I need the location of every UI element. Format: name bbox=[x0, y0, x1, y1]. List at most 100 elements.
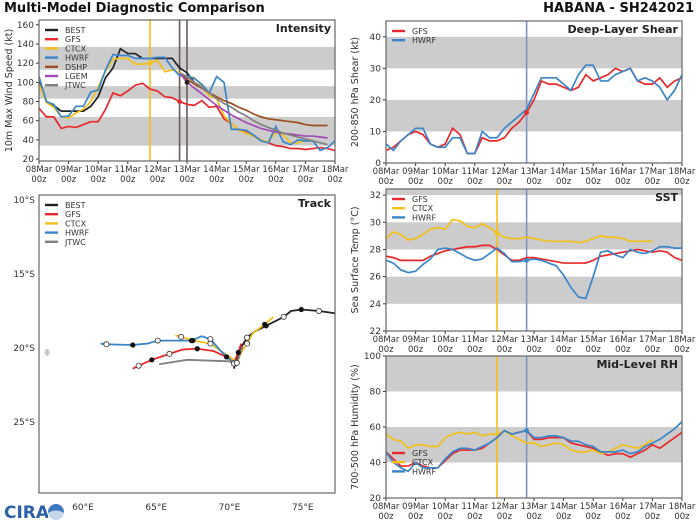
x-tick-hour: 00z bbox=[327, 175, 343, 185]
storm-id: HABANA - SH242021 bbox=[543, 1, 694, 16]
x-tick-label: 14Mar bbox=[203, 165, 230, 175]
series-line-ctcx bbox=[386, 218, 653, 244]
x-tick-hour: 00z bbox=[556, 345, 572, 355]
series-line-hwrf bbox=[386, 421, 682, 473]
y-tick-label: 15°S bbox=[13, 270, 35, 280]
x-tick-hour: 00z bbox=[438, 345, 454, 355]
x-tick-hour: 00z bbox=[408, 177, 424, 187]
track-point-filled bbox=[130, 342, 136, 348]
track-point-filled bbox=[262, 321, 268, 327]
y-tick-label: 0 bbox=[375, 159, 381, 169]
y-tick-label: 120 bbox=[17, 59, 34, 69]
x-tick-label: 18Mar bbox=[669, 335, 696, 345]
x-tick-hour: 00z bbox=[467, 512, 483, 522]
legend-label-gfs: GFS bbox=[412, 449, 428, 458]
x-tick-label: 15Mar bbox=[580, 335, 607, 345]
y-tick-label: 80 bbox=[23, 98, 35, 108]
x-tick-hour: 00z bbox=[120, 175, 136, 185]
x-tick-label: 17Mar bbox=[639, 502, 666, 512]
x-tick-label: 18Mar bbox=[669, 167, 696, 177]
x-tick-label: 09Mar bbox=[55, 165, 82, 175]
x-tick-label: 13Mar bbox=[174, 165, 201, 175]
y-tick-label: 40 bbox=[370, 459, 382, 469]
x-tick-label: 10Mar bbox=[85, 165, 112, 175]
x-tick-hour: 00z bbox=[556, 512, 572, 522]
legend-label-hwrf: HWRF bbox=[412, 213, 436, 222]
legend-label-jtwc: JTWC bbox=[64, 238, 86, 247]
series-line-hwrf bbox=[39, 53, 335, 152]
legend-label-hwrf: HWRF bbox=[65, 229, 89, 238]
x-tick-label: 11Mar bbox=[461, 502, 488, 512]
x-tick-hour: 00z bbox=[526, 512, 542, 522]
x-tick-hour: 00z bbox=[268, 175, 284, 185]
y-tick-label: 25°S bbox=[13, 418, 35, 428]
y-tick-label: 40 bbox=[370, 33, 382, 43]
x-tick-hour: 00z bbox=[179, 175, 195, 185]
track-point-open bbox=[244, 334, 251, 341]
y-tick-label: 160 bbox=[17, 21, 34, 31]
marker-best bbox=[184, 79, 190, 85]
y-tick-label: 40 bbox=[23, 136, 35, 146]
x-tick-hour: 00z bbox=[497, 345, 513, 355]
marker-gfs bbox=[177, 99, 183, 104]
shear-frame bbox=[385, 20, 683, 164]
x-tick-hour: 00z bbox=[61, 175, 77, 185]
y-axis-label: 700-500 hPa Humidity (%) bbox=[350, 364, 361, 489]
y-tick-label: 80 bbox=[370, 388, 382, 398]
y-axis-label: Sea Surface Temp (°C) bbox=[350, 206, 361, 313]
x-tick-label: 18Mar bbox=[322, 165, 349, 175]
x-tick-label: 09Mar bbox=[402, 335, 429, 345]
x-tick-hour: 00z bbox=[378, 512, 394, 522]
x-tick-hour: 00z bbox=[298, 175, 314, 185]
x-tick-hour: 00z bbox=[586, 345, 602, 355]
legend-label-ctcx: CTCX bbox=[65, 44, 87, 53]
track-plot-area bbox=[44, 306, 335, 370]
shaded-band bbox=[386, 222, 682, 250]
track-point-filled bbox=[194, 346, 200, 352]
x-tick-label: 12Mar bbox=[491, 167, 518, 177]
rh-frame bbox=[385, 355, 683, 499]
track-point-open bbox=[103, 341, 110, 348]
x-tick-label: 13Mar bbox=[521, 502, 548, 512]
track-point-filled bbox=[223, 354, 230, 360]
legend-label-lgem: LGEM bbox=[65, 72, 88, 81]
svg-text:CIRA: CIRA bbox=[4, 503, 50, 522]
y-tick-label: 10°S bbox=[13, 196, 35, 206]
track-point-open bbox=[280, 313, 287, 320]
marker-gfs bbox=[524, 110, 529, 115]
marker-ctcx bbox=[147, 60, 153, 66]
legend-label-best: BEST bbox=[65, 26, 86, 35]
x-tick-label: 14Mar bbox=[550, 502, 577, 512]
x-tick-label: 15Mar bbox=[580, 502, 607, 512]
y-tick-label: 32 bbox=[370, 191, 381, 201]
y-tick-label: 20 bbox=[23, 155, 35, 165]
x-tick-label: 16Mar bbox=[609, 167, 636, 177]
y-tick-label: 60 bbox=[23, 117, 35, 127]
track-point-open bbox=[207, 336, 214, 343]
x-tick-hour: 00z bbox=[674, 512, 690, 522]
x-tick-label: 12Mar bbox=[144, 165, 171, 175]
x-tick-label: 09Mar bbox=[402, 167, 429, 177]
x-tick-hour: 00z bbox=[645, 345, 661, 355]
x-tick-hour: 00z bbox=[586, 512, 602, 522]
legend-label-hwrf: HWRF bbox=[65, 54, 89, 63]
legend-label-ctcx: CTCX bbox=[412, 458, 434, 467]
marker-ctcx bbox=[494, 230, 500, 236]
y-tick-label: 20°S bbox=[13, 344, 35, 354]
x-tick-label: 15Mar bbox=[233, 165, 260, 175]
legend-label-hwrf: HWRF bbox=[412, 467, 436, 476]
figure-title: Multi-Model Diagnostic Comparison bbox=[4, 1, 265, 16]
shaded-band bbox=[386, 99, 682, 132]
x-tick-label: 08Mar bbox=[26, 165, 53, 175]
y-tick-label: 20 bbox=[370, 494, 382, 504]
shear-plot-area bbox=[386, 21, 682, 163]
panel-title: SST bbox=[655, 191, 678, 204]
x-tick-hour: 00z bbox=[467, 177, 483, 187]
x-tick-hour: 00z bbox=[31, 175, 47, 185]
track-point-filled bbox=[235, 349, 241, 356]
x-tick-hour: 00z bbox=[209, 175, 225, 185]
x-tick-label: 13Mar bbox=[521, 167, 548, 177]
y-tick-label: 26 bbox=[370, 273, 382, 283]
x-tick-hour: 00z bbox=[497, 177, 513, 187]
track-point-open bbox=[315, 308, 322, 315]
